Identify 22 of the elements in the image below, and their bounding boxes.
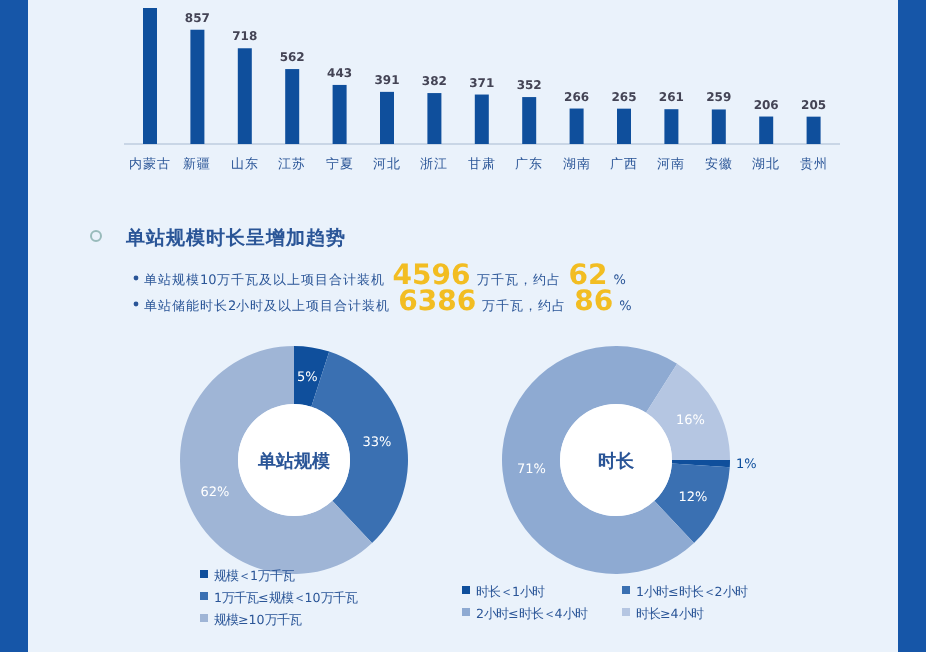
bar xyxy=(617,108,631,144)
text: 时长 xyxy=(598,451,636,473)
bar xyxy=(806,116,821,144)
text: 单站规模时长呈增加趋势 xyxy=(124,226,346,250)
bar xyxy=(380,91,394,144)
donut-slice xyxy=(294,346,330,407)
bar xyxy=(237,48,252,144)
bar xyxy=(285,69,300,144)
bar xyxy=(474,94,489,144)
bar xyxy=(427,93,442,144)
bar xyxy=(522,97,537,144)
donut-slice xyxy=(671,460,730,468)
bar xyxy=(711,109,726,144)
bar xyxy=(759,116,774,144)
text: 单站规模 xyxy=(256,451,332,473)
bar xyxy=(332,84,347,144)
bar xyxy=(143,8,157,144)
bar xyxy=(664,109,679,144)
donut-slice xyxy=(654,463,730,544)
bar xyxy=(569,108,584,144)
donut-slice xyxy=(646,363,730,460)
bar xyxy=(190,29,205,144)
